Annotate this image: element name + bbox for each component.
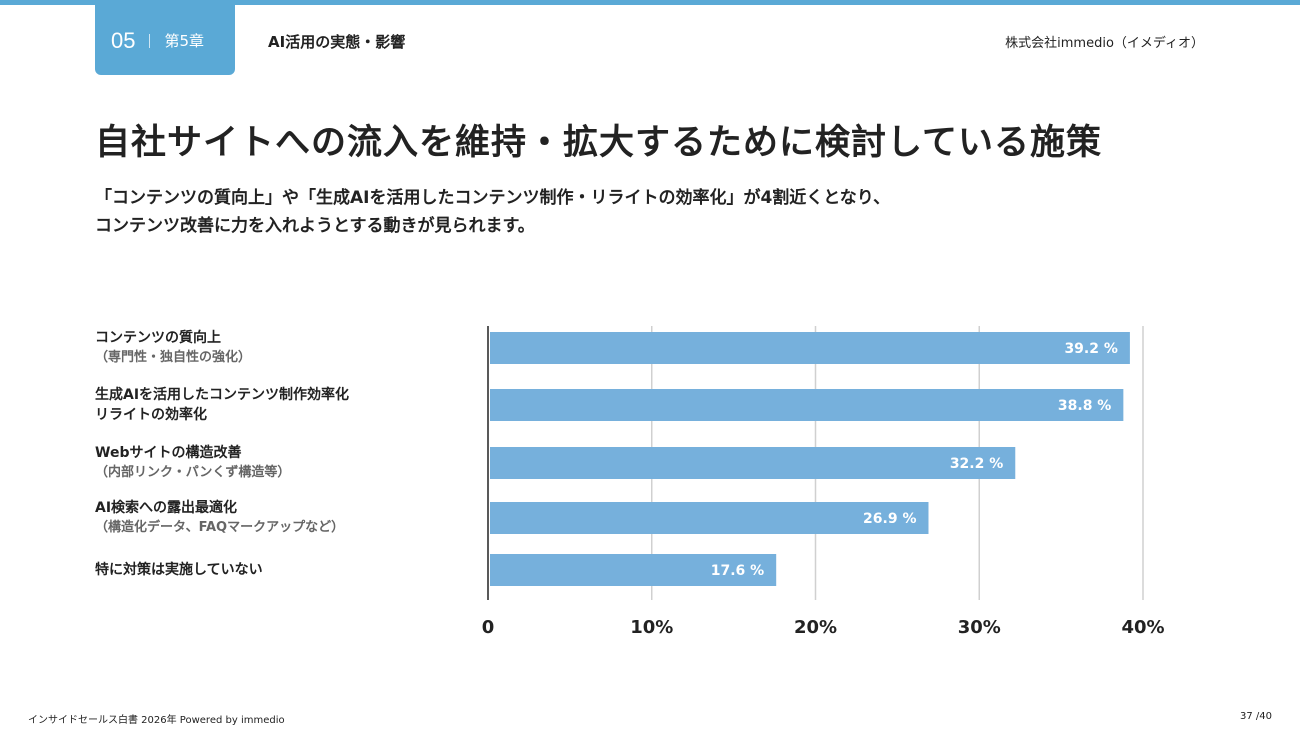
top-accent-bar (0, 0, 1300, 5)
category-label-main: 特に対策は実施していない (95, 562, 263, 578)
category-label-main: 生成AIを活用したコンテンツ制作効率化 (95, 387, 350, 403)
section-title: AI活用の実態・影響 (268, 33, 406, 51)
x-tick-label: 30% (958, 617, 1001, 638)
x-tick-label: 0 (482, 617, 495, 638)
data-label: 38.8 % (1058, 398, 1111, 414)
category-label-main: コンテンツの質向上 (95, 330, 221, 346)
subtitle-line: 「コンテンツの質向上」や「生成AIを活用したコンテンツ制作・リライトの効率化」が… (95, 188, 891, 208)
category-label-main: AI検索への露出最適化 (95, 500, 238, 516)
category-label-sub: （内部リンク・パンくず構造等） (95, 465, 291, 480)
bar (490, 554, 777, 586)
chapter-label: 第5章 (164, 32, 205, 50)
category-label: コンテンツの質向上 （専門性・独自性の強化） (95, 328, 251, 368)
data-label: 17.6 % (711, 563, 764, 579)
footer-text: インサイドセールス白書 2026年 Powered by immedio (28, 715, 285, 726)
category-label: 特に対策は実施していない (95, 560, 263, 580)
page-title: 自社サイトへの流入を維持・拡大するために検討している施策 (95, 123, 1102, 163)
page-number: 37 /40 (1240, 711, 1272, 722)
category-label-sub: （構造化データ、FAQマークアップなど） (95, 520, 345, 535)
chapter-tab: 05 第5章 (95, 0, 235, 75)
company-name: 株式会社immedio（イメディオ） (1005, 36, 1204, 51)
bar (490, 332, 1130, 364)
subtitle: 「コンテンツの質向上」や「生成AIを活用したコンテンツ制作・リライトの効率化」が… (95, 184, 890, 240)
x-tick-label: 40% (1121, 617, 1164, 638)
bar (490, 447, 1016, 479)
data-label: 26.9 % (863, 511, 916, 527)
bar (490, 389, 1124, 421)
category-label-sub: リライトの効率化 (95, 407, 207, 423)
category-label-sub: （専門性・独自性の強化） (95, 350, 252, 365)
x-tick-label: 10% (630, 617, 673, 638)
category-label-main: Webサイトの構造改善 (95, 445, 242, 461)
data-label: 32.2 % (950, 456, 1003, 472)
bar (490, 502, 929, 534)
category-label: Webサイトの構造改善 （内部リンク・パンくず構造等） (95, 443, 290, 483)
category-label: AI検索への露出最適化 （構造化データ、FAQマークアップなど） (95, 498, 344, 538)
chapter-number: 05 (111, 27, 136, 53)
category-label: 生成AIを活用したコンテンツ制作効率化 リライトの効率化 (95, 385, 349, 425)
divider (149, 33, 151, 48)
subtitle-line: コンテンツ改善に力を入れようとする動きが見られます。 (95, 216, 535, 236)
data-label: 39.2 % (1064, 341, 1117, 357)
x-tick-label: 20% (794, 617, 837, 638)
